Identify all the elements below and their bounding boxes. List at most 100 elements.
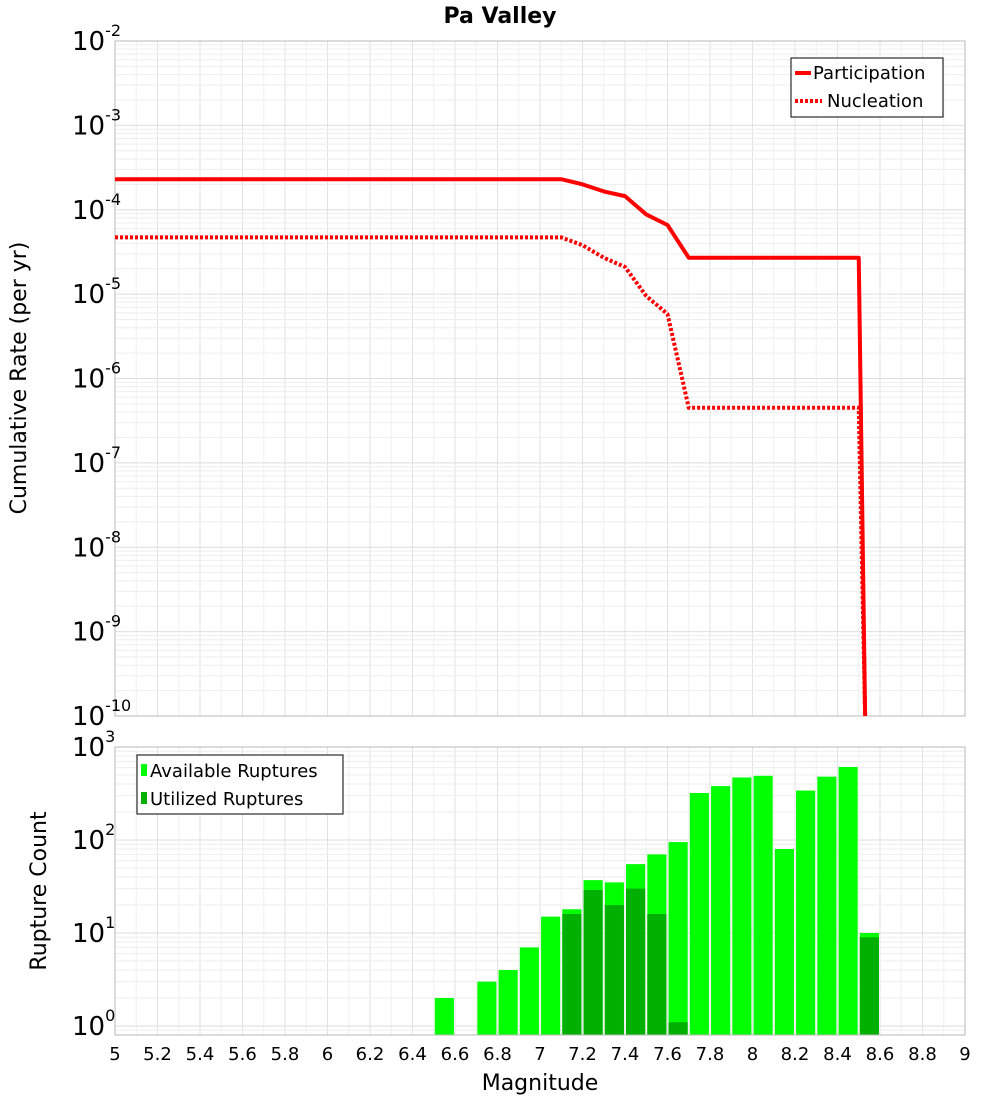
x-tick-label: 8.6 (866, 1044, 895, 1065)
bottom-y-tick-exp: 0 (105, 1006, 115, 1025)
top-y-tick-base: 10 (72, 280, 105, 310)
top-y-tick-exp: -9 (105, 612, 121, 631)
bottom-y-tick-label: 100 (72, 1006, 115, 1042)
bottom-y-tick-label: 102 (72, 820, 115, 856)
available-ruptures-bar (541, 916, 561, 1035)
series-nucleation-line (115, 235, 868, 717)
top-y-tick-label: 10-8 (72, 527, 121, 563)
top-y-tick-exp: -7 (105, 443, 121, 462)
legend-participation-label: Participation (813, 63, 925, 84)
utilized-ruptures-bar (668, 1022, 688, 1035)
available-ruptures-bar (668, 842, 688, 1035)
x-tick-label: 6.8 (483, 1044, 512, 1065)
top-y-tick-exp: -5 (105, 274, 121, 293)
x-tick-label: 5 (109, 1044, 120, 1065)
bottom-y-tick-base: 10 (72, 1012, 105, 1042)
x-tick-label: 7.6 (653, 1044, 682, 1065)
legend-utilized-swatch (141, 792, 147, 804)
x-tick-label: 5.8 (271, 1044, 300, 1065)
top-y-axis-label: Cumulative Rate (per yr) (7, 242, 32, 515)
x-tick-label: 7.8 (696, 1044, 725, 1065)
utilized-ruptures-bar (604, 905, 624, 1035)
bottom-y-tick-exp: 3 (105, 727, 115, 746)
available-ruptures-bar (711, 786, 731, 1035)
legend-nucleation-label: Nucleation (827, 91, 923, 112)
top-y-ticks: 10-210-310-410-510-610-710-810-910-10 (72, 21, 131, 732)
bottom-y-axis-label: Rupture Count (27, 811, 52, 971)
top-y-tick-label: 10-7 (72, 443, 121, 479)
top-y-tick-label: 10-3 (72, 105, 121, 141)
x-axis-label: Magnitude (482, 1071, 599, 1096)
x-tick-label: 7 (534, 1044, 545, 1065)
x-tick-label: 8.8 (908, 1044, 937, 1065)
available-ruptures-bar (477, 981, 497, 1035)
top-y-tick-exp: -3 (105, 105, 121, 124)
utilized-ruptures-bar (859, 937, 879, 1035)
x-tick-label: 6.4 (398, 1044, 427, 1065)
available-ruptures-bar (838, 766, 858, 1035)
x-tick-label: 8 (747, 1044, 758, 1065)
utilized-ruptures-bar (562, 914, 582, 1035)
x-tick-label: 7.4 (611, 1044, 640, 1065)
series-participation-line (115, 177, 868, 717)
top-y-tick-base: 10 (72, 533, 105, 563)
x-tick-label: 8.2 (781, 1044, 810, 1065)
top-y-tick-label: 10-6 (72, 359, 121, 395)
top-y-tick-exp: -6 (105, 359, 121, 378)
bottom-legend-box (136, 754, 344, 815)
available-ruptures-bar (774, 849, 794, 1035)
top-y-tick-base: 10 (72, 365, 105, 395)
available-ruptures-bar (519, 947, 539, 1035)
top-y-tick-label: 10-5 (72, 274, 121, 310)
top-y-tick-exp: -10 (105, 696, 131, 715)
top-y-tick-base: 10 (72, 618, 105, 648)
bottom-plot-frame (114, 746, 966, 1036)
bottom-y-tick-exp: 1 (105, 913, 115, 932)
top-y-tick-base: 10 (72, 27, 105, 57)
bottom-y-tick-base: 10 (72, 919, 105, 949)
top-y-tick-base: 10 (72, 449, 105, 479)
top-plot-frame (114, 40, 966, 717)
top-y-tick-exp: -2 (105, 21, 121, 40)
utilized-ruptures-bar (647, 914, 667, 1035)
top-legend-box (790, 57, 944, 118)
top-y-tick-exp: -8 (105, 527, 121, 546)
utilized-ruptures-bar (626, 888, 646, 1035)
bottom-y-tick-base: 10 (72, 826, 105, 856)
top-y-tick-label: 10-4 (72, 190, 121, 226)
top-y-tick-exp: -4 (105, 190, 121, 209)
utilized-ruptures-bar (583, 889, 603, 1035)
chart-title: Pa Valley (443, 4, 556, 29)
x-tick-label: 5.4 (186, 1044, 215, 1065)
available-ruptures-bar (796, 790, 816, 1035)
x-tick-label: 9 (959, 1044, 970, 1065)
top-y-tick-label: 10-9 (72, 612, 121, 648)
available-ruptures-bar (817, 776, 837, 1035)
legend-available-label: Available Ruptures (150, 761, 318, 782)
x-tick-label: 6.2 (356, 1044, 385, 1065)
x-tick-label: 7.2 (568, 1044, 597, 1065)
available-ruptures-bar (498, 970, 518, 1035)
available-ruptures-bar (732, 777, 752, 1035)
bottom-y-tick-label: 101 (72, 913, 115, 949)
x-tick-label: 5.6 (228, 1044, 257, 1065)
top-legend: Participation Nucleation (790, 57, 944, 118)
legend-utilized-label: Utilized Ruptures (150, 789, 303, 810)
x-tick-label: 5.2 (143, 1044, 172, 1065)
bottom-x-ticks: 5 5.2 5.4 5.6 5.8 6 6.2 6.4 6.6 6.8 7 7.2 7.4 7.6 7.8 8… (109, 1044, 970, 1065)
available-ruptures-bar (689, 793, 709, 1035)
top-series-lines (115, 177, 868, 717)
bottom-y-tick-base: 10 (72, 733, 105, 763)
top-y-tick-base: 10 (72, 702, 105, 732)
top-y-tick-base: 10 (72, 196, 105, 226)
bottom-legend: Available Ruptures Utilized Ruptures (136, 754, 344, 815)
x-tick-label: 6.6 (441, 1044, 470, 1065)
bottom-bars (434, 766, 879, 1035)
top-y-tick-label: 10-10 (72, 696, 131, 732)
available-ruptures-bar (753, 775, 773, 1035)
top-y-tick-base: 10 (72, 111, 105, 141)
legend-available-swatch (141, 764, 147, 776)
x-tick-label: 8.4 (823, 1044, 852, 1065)
